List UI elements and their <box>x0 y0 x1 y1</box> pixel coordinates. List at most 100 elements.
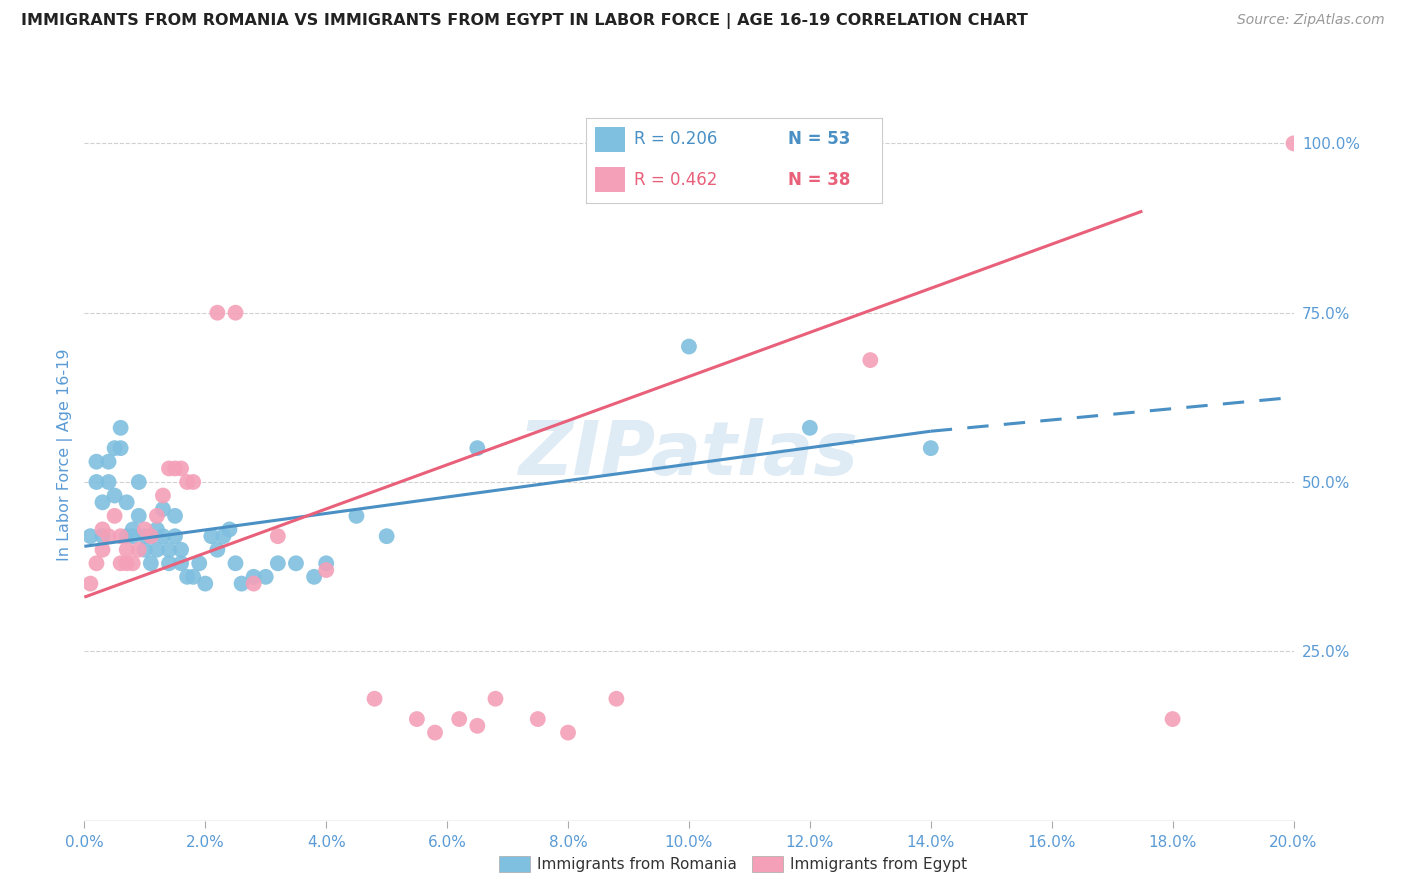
Point <box>86 475 108 489</box>
Point <box>91 542 114 557</box>
Point <box>152 502 174 516</box>
Text: R = 0.462: R = 0.462 <box>634 171 717 189</box>
Point <box>363 691 385 706</box>
Point <box>115 495 138 509</box>
Point <box>165 508 187 523</box>
Point <box>139 529 162 543</box>
Point <box>242 570 264 584</box>
Point <box>557 725 579 739</box>
Point <box>115 542 138 557</box>
Text: R = 0.206: R = 0.206 <box>634 130 717 148</box>
Point <box>139 556 162 570</box>
Point <box>212 529 235 543</box>
Point <box>207 306 229 320</box>
Text: IMMIGRANTS FROM ROMANIA VS IMMIGRANTS FROM EGYPT IN LABOR FORCE | AGE 16-19 CORR: IMMIGRANTS FROM ROMANIA VS IMMIGRANTS FR… <box>21 13 1028 29</box>
Point <box>79 576 101 591</box>
Bar <box>595 127 624 153</box>
Point <box>104 489 127 503</box>
Point <box>225 306 247 320</box>
Point <box>449 712 471 726</box>
Point <box>170 461 193 475</box>
Point <box>859 353 882 368</box>
Point <box>121 523 143 537</box>
Point <box>315 563 337 577</box>
Point <box>225 556 247 570</box>
Point <box>115 556 138 570</box>
Point <box>406 712 429 726</box>
Point <box>110 421 132 435</box>
Point <box>134 542 156 557</box>
Point <box>302 570 325 584</box>
Point <box>110 441 132 455</box>
Point <box>86 455 108 469</box>
Point <box>467 441 489 455</box>
Point <box>176 475 198 489</box>
Point <box>375 529 398 543</box>
Point <box>170 542 193 557</box>
Point <box>97 455 120 469</box>
Text: ZIPatlas: ZIPatlas <box>519 418 859 491</box>
Point <box>97 529 120 543</box>
Y-axis label: In Labor Force | Age 16-19: In Labor Force | Age 16-19 <box>58 349 73 561</box>
Text: Immigrants from Romania: Immigrants from Romania <box>537 857 737 871</box>
Point <box>181 475 204 489</box>
Point <box>315 556 337 570</box>
Point <box>267 529 290 543</box>
Point <box>91 495 114 509</box>
Point <box>181 570 204 584</box>
Point <box>128 542 150 557</box>
Point <box>139 529 162 543</box>
Point <box>157 461 180 475</box>
Point <box>605 691 627 706</box>
Point <box>157 542 180 557</box>
Point <box>152 489 174 503</box>
Text: N = 38: N = 38 <box>787 171 851 189</box>
Point <box>200 529 222 543</box>
Point <box>267 556 290 570</box>
Point <box>152 529 174 543</box>
Point <box>91 523 114 537</box>
Point <box>218 523 240 537</box>
Point <box>91 529 114 543</box>
Point <box>86 556 108 570</box>
Point <box>242 576 264 591</box>
Point <box>79 529 101 543</box>
Point <box>920 441 942 455</box>
Point <box>799 421 821 435</box>
Point <box>527 712 550 726</box>
Point <box>165 529 187 543</box>
Point <box>423 725 446 739</box>
Point <box>678 340 700 354</box>
Text: N = 53: N = 53 <box>787 130 851 148</box>
Point <box>194 576 217 591</box>
Point <box>121 556 143 570</box>
Point <box>170 556 193 570</box>
Point <box>146 523 169 537</box>
Point <box>285 556 308 570</box>
Point <box>157 556 180 570</box>
Point <box>128 508 150 523</box>
Point <box>176 570 198 584</box>
Point <box>110 556 132 570</box>
Point <box>1161 712 1184 726</box>
Point <box>121 529 143 543</box>
Point <box>254 570 277 584</box>
Point <box>484 691 506 706</box>
Point <box>104 441 127 455</box>
Point <box>467 719 489 733</box>
Point <box>165 461 187 475</box>
Point <box>110 529 132 543</box>
Text: Source: ZipAtlas.com: Source: ZipAtlas.com <box>1237 13 1385 28</box>
Point <box>128 475 150 489</box>
Point <box>207 542 229 557</box>
Point <box>146 542 169 557</box>
Point <box>104 508 127 523</box>
Point <box>134 523 156 537</box>
Point <box>231 576 253 591</box>
Point <box>1282 136 1305 151</box>
Point <box>115 529 138 543</box>
Bar <box>595 167 624 193</box>
Point <box>97 475 120 489</box>
Text: Immigrants from Egypt: Immigrants from Egypt <box>790 857 967 871</box>
Point <box>146 508 169 523</box>
